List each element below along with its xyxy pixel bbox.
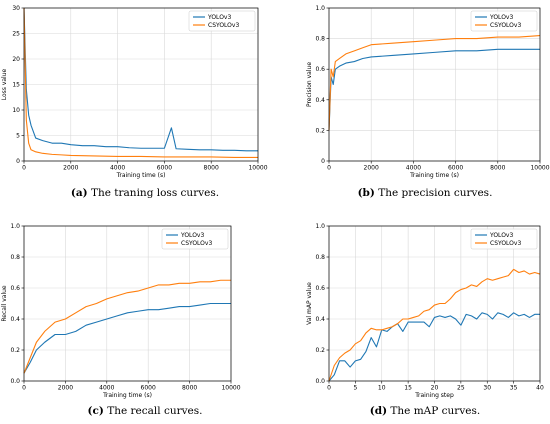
y-axis-label: Precision value (306, 62, 313, 107)
y-axis-label: Val mAP value (306, 282, 313, 325)
x-axis-label: Training time (s) (409, 172, 459, 179)
y-tick-label: 0 (16, 158, 20, 165)
series-line-yolov3 (328, 48, 540, 131)
plot-frame (328, 225, 541, 382)
x-tick-label: 4000 (99, 385, 114, 392)
x-tick-label: 35 (510, 385, 518, 392)
legend-label: CSYOLOv3 (490, 22, 521, 29)
legend-label: YOLOv3 (180, 232, 204, 239)
x-tick-label: 40 (536, 385, 544, 392)
y-tick-label: 1.0 (10, 223, 20, 230)
caption-b: (b) The precision curves. (357, 187, 493, 199)
x-tick-label: 5 (353, 385, 357, 392)
y-tick-label: 5 (16, 133, 20, 140)
y-axis-label: Recall value (1, 285, 8, 322)
x-tick-label: 20 (431, 385, 439, 392)
x-tick-label: 10000 (530, 165, 549, 172)
y-tick-label: 0.2 (315, 347, 325, 354)
x-tick-label: 10000 (221, 385, 240, 392)
y-tick-label: 1.0 (315, 223, 325, 230)
y-tick-label: 20 (12, 56, 20, 63)
caption-c: (c) The recall curves. (87, 405, 203, 417)
y-tick-label: 30 (12, 5, 20, 12)
y-tick-label: 0.8 (315, 254, 325, 261)
x-tick-label: 2000 (63, 165, 78, 172)
x-tick-label: 8000 (490, 165, 505, 172)
x-tick-label: 6000 (157, 165, 172, 172)
plot-frame (328, 7, 541, 162)
caption-d: (d) The mAP curves. (369, 405, 481, 417)
y-tick-label: 10 (12, 107, 20, 114)
y-tick-label: 0 (321, 158, 325, 165)
y-tick-label: 25 (12, 31, 20, 38)
x-tick-label: 10 (378, 385, 386, 392)
chart-a: 0 2000 4000 6000 8000 10000 0 5 10 15 20 25 30 Traini… (1, 5, 268, 179)
x-tick-label: 0 (22, 385, 26, 392)
chart-d: 0 5 10 15 20 25 30 35 40 0.0 0.2 0.4 0.6 0.8 1.0 Traini… (306, 223, 544, 399)
chart-c: 0 2000 4000 6000 8000 10000 0.0 0.2 0.4 0.6 0.8 1.0… (1, 223, 241, 399)
x-tick-label: 6000 (448, 165, 463, 172)
y-axis-label: Loss value (1, 68, 8, 100)
chart-b: 0 2000 4000 6000 8000 10000 0 0.2 0.4 0.6 0.8 1.0 Tr… (306, 5, 550, 179)
y-tick-label: 0.6 (315, 285, 325, 292)
y-tick-label: 0.4 (315, 97, 325, 104)
y-tick-label: 0.0 (10, 378, 20, 385)
x-tick-label: 0 (327, 165, 331, 172)
series-line-csyolov3 (23, 279, 231, 374)
y-tick-label: 0.8 (315, 36, 325, 43)
x-tick-label: 8000 (204, 165, 219, 172)
legend-label: CSYOLOv3 (181, 240, 212, 247)
x-tick-label: 25 (457, 385, 465, 392)
x-tick-label: 2000 (364, 165, 379, 172)
legend-label: CSYOLOv3 (490, 240, 521, 247)
x-tick-label: 4000 (406, 165, 421, 172)
series-line-csyolov3 (328, 34, 541, 131)
legend-box (470, 10, 538, 32)
legend-label: YOLOv3 (489, 232, 513, 239)
y-tick-label: 15 (12, 82, 20, 89)
legend-box (161, 228, 229, 250)
x-tick-label: 4000 (110, 165, 125, 172)
series-line-yolov3 (328, 312, 540, 382)
x-tick-label: 2000 (58, 385, 73, 392)
series-line-csyolov3 (23, 7, 258, 158)
x-tick-label: 0 (327, 385, 331, 392)
x-axis-label: Training step (414, 392, 454, 399)
caption-a: (a) The traning loss curves. (70, 187, 220, 199)
series-line-csyolov3 (328, 268, 541, 382)
legend-label: CSYOLOv3 (208, 22, 239, 29)
plot-frame (23, 225, 232, 382)
series-line-yolov3 (23, 7, 258, 152)
legend-label: YOLOv3 (489, 14, 513, 21)
legend-label: YOLOv3 (207, 14, 231, 21)
y-tick-label: 0.0 (315, 378, 325, 385)
y-tick-label: 0.2 (315, 127, 325, 134)
x-tick-label: 0 (22, 165, 26, 172)
x-tick-label: 30 (483, 385, 491, 392)
legend-box (188, 10, 256, 32)
series-line-yolov3 (23, 302, 231, 374)
y-tick-label: 0.4 (315, 316, 325, 323)
x-tick-label: 15 (404, 385, 412, 392)
y-tick-label: 0.2 (10, 347, 20, 354)
y-tick-label: 0.6 (10, 285, 20, 292)
y-tick-label: 0.8 (10, 254, 20, 261)
legend-box (470, 228, 538, 250)
x-axis-label: Training time (s) (116, 172, 166, 179)
y-tick-label: 0.4 (10, 316, 20, 323)
y-tick-label: 1.0 (315, 5, 325, 12)
x-tick-label: 8000 (182, 385, 197, 392)
x-tick-label: 6000 (141, 385, 156, 392)
x-tick-label: 10000 (248, 165, 267, 172)
x-axis-label: Training time (s) (102, 392, 152, 399)
plot-frame (23, 7, 259, 162)
y-tick-label: 0.6 (315, 66, 325, 73)
